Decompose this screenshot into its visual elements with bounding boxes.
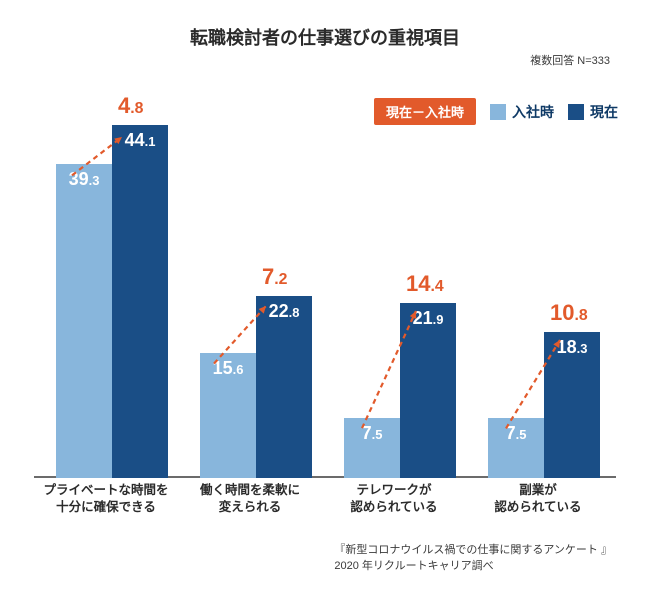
bar-value-series2: 21.9 — [400, 308, 456, 329]
bar-series2 — [400, 303, 456, 478]
category-labels-row: プライベートな時間を 十分に確保できる働く時間を柔軟に 変えられるテレワークが … — [34, 482, 616, 516]
chart-plot-area: 39.344.1 4.8 15.6 22.8 7.2 7.5 21.9 14.4 7.5 18.3… — [34, 78, 616, 478]
bar-value-series2: 22.8 — [256, 301, 312, 322]
bar-series2 — [112, 125, 168, 478]
category-label: 働く時間を柔軟に 変えられる — [178, 482, 322, 516]
bar-value-series1: 15.6 — [200, 358, 256, 379]
chart-subtitle: 複数回答 N=333 — [0, 52, 650, 68]
bar-group: 39.344.1 4.8 — [56, 78, 168, 478]
bar-series1 — [56, 164, 112, 478]
category-label: テレワークが 認められている — [322, 482, 466, 516]
chart-title: 転職検討者の仕事選びの重視項目 — [0, 0, 650, 50]
delta-label: 10.8 — [550, 300, 588, 326]
footnote-line1: 『新型コロナウイルス禍での仕事に関するアンケート 』 — [334, 543, 612, 559]
delta-label: 7.2 — [262, 264, 287, 290]
bar-group: 7.5 18.3 10.8 — [488, 78, 600, 478]
footnote-line2: 2020 年リクルートキャリア調べ — [334, 559, 612, 575]
delta-label: 4.8 — [118, 93, 143, 119]
bar-value-series1: 7.5 — [488, 423, 544, 444]
bar-value-series1: 7.5 — [344, 423, 400, 444]
bar-value-series2: 18.3 — [544, 337, 600, 358]
chart-footnote: 『新型コロナウイルス禍での仕事に関するアンケート 』 2020 年リクルートキャ… — [334, 543, 612, 575]
category-label: 副業が 認められている — [466, 482, 610, 516]
delta-label: 14.4 — [406, 271, 444, 297]
bar-group: 7.5 21.9 14.4 — [344, 78, 456, 478]
bar-value-series1: 39.3 — [56, 169, 112, 190]
bar-group: 15.6 22.8 7.2 — [200, 78, 312, 478]
bar-value-series2: 44.1 — [112, 130, 168, 151]
category-label: プライベートな時間を 十分に確保できる — [34, 482, 178, 516]
bar-series2 — [256, 296, 312, 478]
